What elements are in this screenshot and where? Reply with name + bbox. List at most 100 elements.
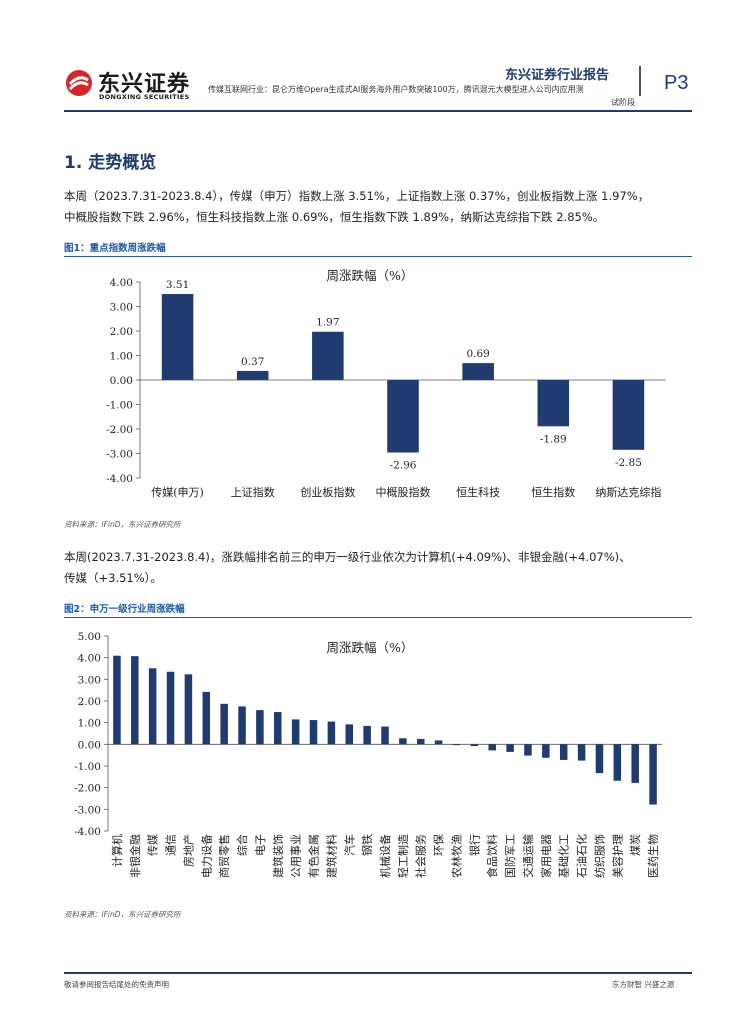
data-label: 1.97 [316,317,339,329]
bar [524,744,532,756]
bar [612,380,645,450]
y-tick-label: 2.00 [78,696,101,708]
brand-name-en: DONGXING SECURITIES [99,93,190,101]
y-tick-label: -1.00 [106,400,133,412]
bar [631,744,639,783]
y-tick-label: 4.00 [110,277,133,289]
bar [649,744,657,805]
chart-title: 周涨跌幅（%） [327,640,414,655]
x-tick-label: 电力设备 [199,834,213,878]
x-tick-label: 机械设备 [378,834,392,878]
bar [542,744,550,758]
chart-title: 周涨跌幅（%） [327,268,414,283]
y-tick-label: -3.00 [74,804,101,816]
bar [161,294,194,380]
x-tick-label: 纳斯达克综指 [595,485,661,499]
x-tick-label: 汽车 [342,834,356,856]
paragraph-2: 本周(2023.7.31-2023.8.4)，涨跌幅排名前三的申万一级行业依次为… [64,547,704,589]
y-tick-label: -4.00 [106,473,133,485]
bar [256,710,264,745]
x-tick-label: 基础化工 [557,834,571,878]
bar [462,363,494,380]
x-tick-label: 建筑材料 [324,834,338,878]
paragraph-1-line2: 中概股指数下跌 2.96%，恒生科技指数上涨 0.69%，恒生指数下跌 1.89… [64,210,605,224]
bar [381,726,389,745]
x-tick-label: 商贸零售 [217,834,231,878]
x-tick-label: 石油石化 [575,834,589,878]
x-tick-label: 房地产 [181,834,195,867]
x-tick-label: 建筑装饰 [271,834,285,878]
x-tick-label: 美容护理 [610,834,624,878]
x-tick-label: 轻工制造 [396,834,410,878]
x-tick-label: 家用电器 [539,834,553,878]
figure-2-rule [64,617,692,618]
paragraph-1-line1: 本周（2023.7.31-2023.8.4），传媒（申万）指数上涨 3.51%，… [64,189,650,203]
brand-name: 东兴证券 [98,72,191,97]
section-title: 1. 走势概览 [64,153,157,173]
bar [202,691,211,745]
logo: 东兴证券 DONGXING SECURITIES [64,64,204,104]
y-tick-label: 4.00 [78,653,101,665]
report-title: 东兴证券行业报告 [505,68,610,83]
x-tick-label: 交通运输 [521,834,535,878]
figure-1-rule [64,256,692,257]
y-tick-label: 0.00 [110,375,133,387]
figure-2-source: 资料来源：iFinD，东兴证券研究所 [64,910,181,919]
bar [488,744,496,751]
paragraph-1: 本周（2023.7.31-2023.8.4），传媒（申万）指数上涨 3.51%，… [64,186,704,228]
x-tick-label: 上证指数 [231,485,275,499]
bar [220,703,228,745]
data-label: -2.85 [615,457,642,469]
bar [274,712,282,745]
x-tick-label: 有色金属 [307,834,321,878]
x-tick-label: 创业板指数 [300,485,355,499]
x-tick-label: 医药生物 [646,834,660,878]
figure-2-caption: 图2：申万一级行业周涨跌幅 [64,604,185,615]
page-number: P3 [664,72,689,94]
bar [577,744,586,761]
x-tick-label: 钢铁 [361,834,374,856]
bar [506,744,514,752]
x-tick-label: 恒生指数 [531,485,575,499]
x-tick-label: 国防军工 [503,834,517,878]
data-label: -2.96 [390,460,417,472]
x-tick-label: 煤炭 [629,834,642,856]
bar [345,724,354,745]
y-tick-label: 0.00 [78,739,101,751]
x-tick-label: 中概股指数 [376,485,431,499]
bar [309,720,318,745]
bar [236,370,269,380]
bar [327,721,336,745]
bar [113,655,121,745]
paragraph-2-line2: 传媒（+3.51%）。 [64,571,162,585]
data-label: 0.69 [466,348,489,360]
data-label: 3.51 [166,279,189,291]
x-tick-label: 传媒(申万) [151,486,204,499]
y-tick-label: 3.00 [78,674,101,686]
bar [416,738,425,745]
data-label: 0.37 [241,356,264,368]
bar [399,738,407,745]
x-tick-label: 纺织服饰 [592,834,606,878]
header-divider-vertical [639,66,641,96]
bar [184,674,193,745]
bar [166,671,175,745]
figure-1-source: 资料来源：iFinD，东兴证券研究所 [64,520,181,529]
x-tick-label: 食品饮料 [485,834,499,878]
report-subtitle-line1: 传媒互联网行业：昆仑万维Opera生成式AI服务海外用户数突破100万，腾讯混元… [208,85,584,94]
x-tick-label: 银行 [467,834,481,856]
x-tick-label: 恒生科技 [456,485,500,499]
logo-mark-icon [66,70,92,96]
header-rule [64,110,692,112]
bar [537,380,570,427]
bar [363,725,371,745]
y-tick-label: 3.00 [110,302,133,314]
data-label: -1.89 [540,433,567,445]
y-tick-label: -2.00 [106,424,133,436]
x-tick-label: 传媒 [147,834,160,856]
chart-key-indices: 周涨跌幅（%） -4.00 -3.00 -2.00 -1.00 0.00 1.00 2.00 3… [106,268,666,499]
bar [291,719,300,745]
bar [131,656,139,745]
footer-disclaimer: 敬请参阅报告结尾处的免责声明 [64,980,169,989]
y-tick-label: -4.00 [74,826,101,838]
